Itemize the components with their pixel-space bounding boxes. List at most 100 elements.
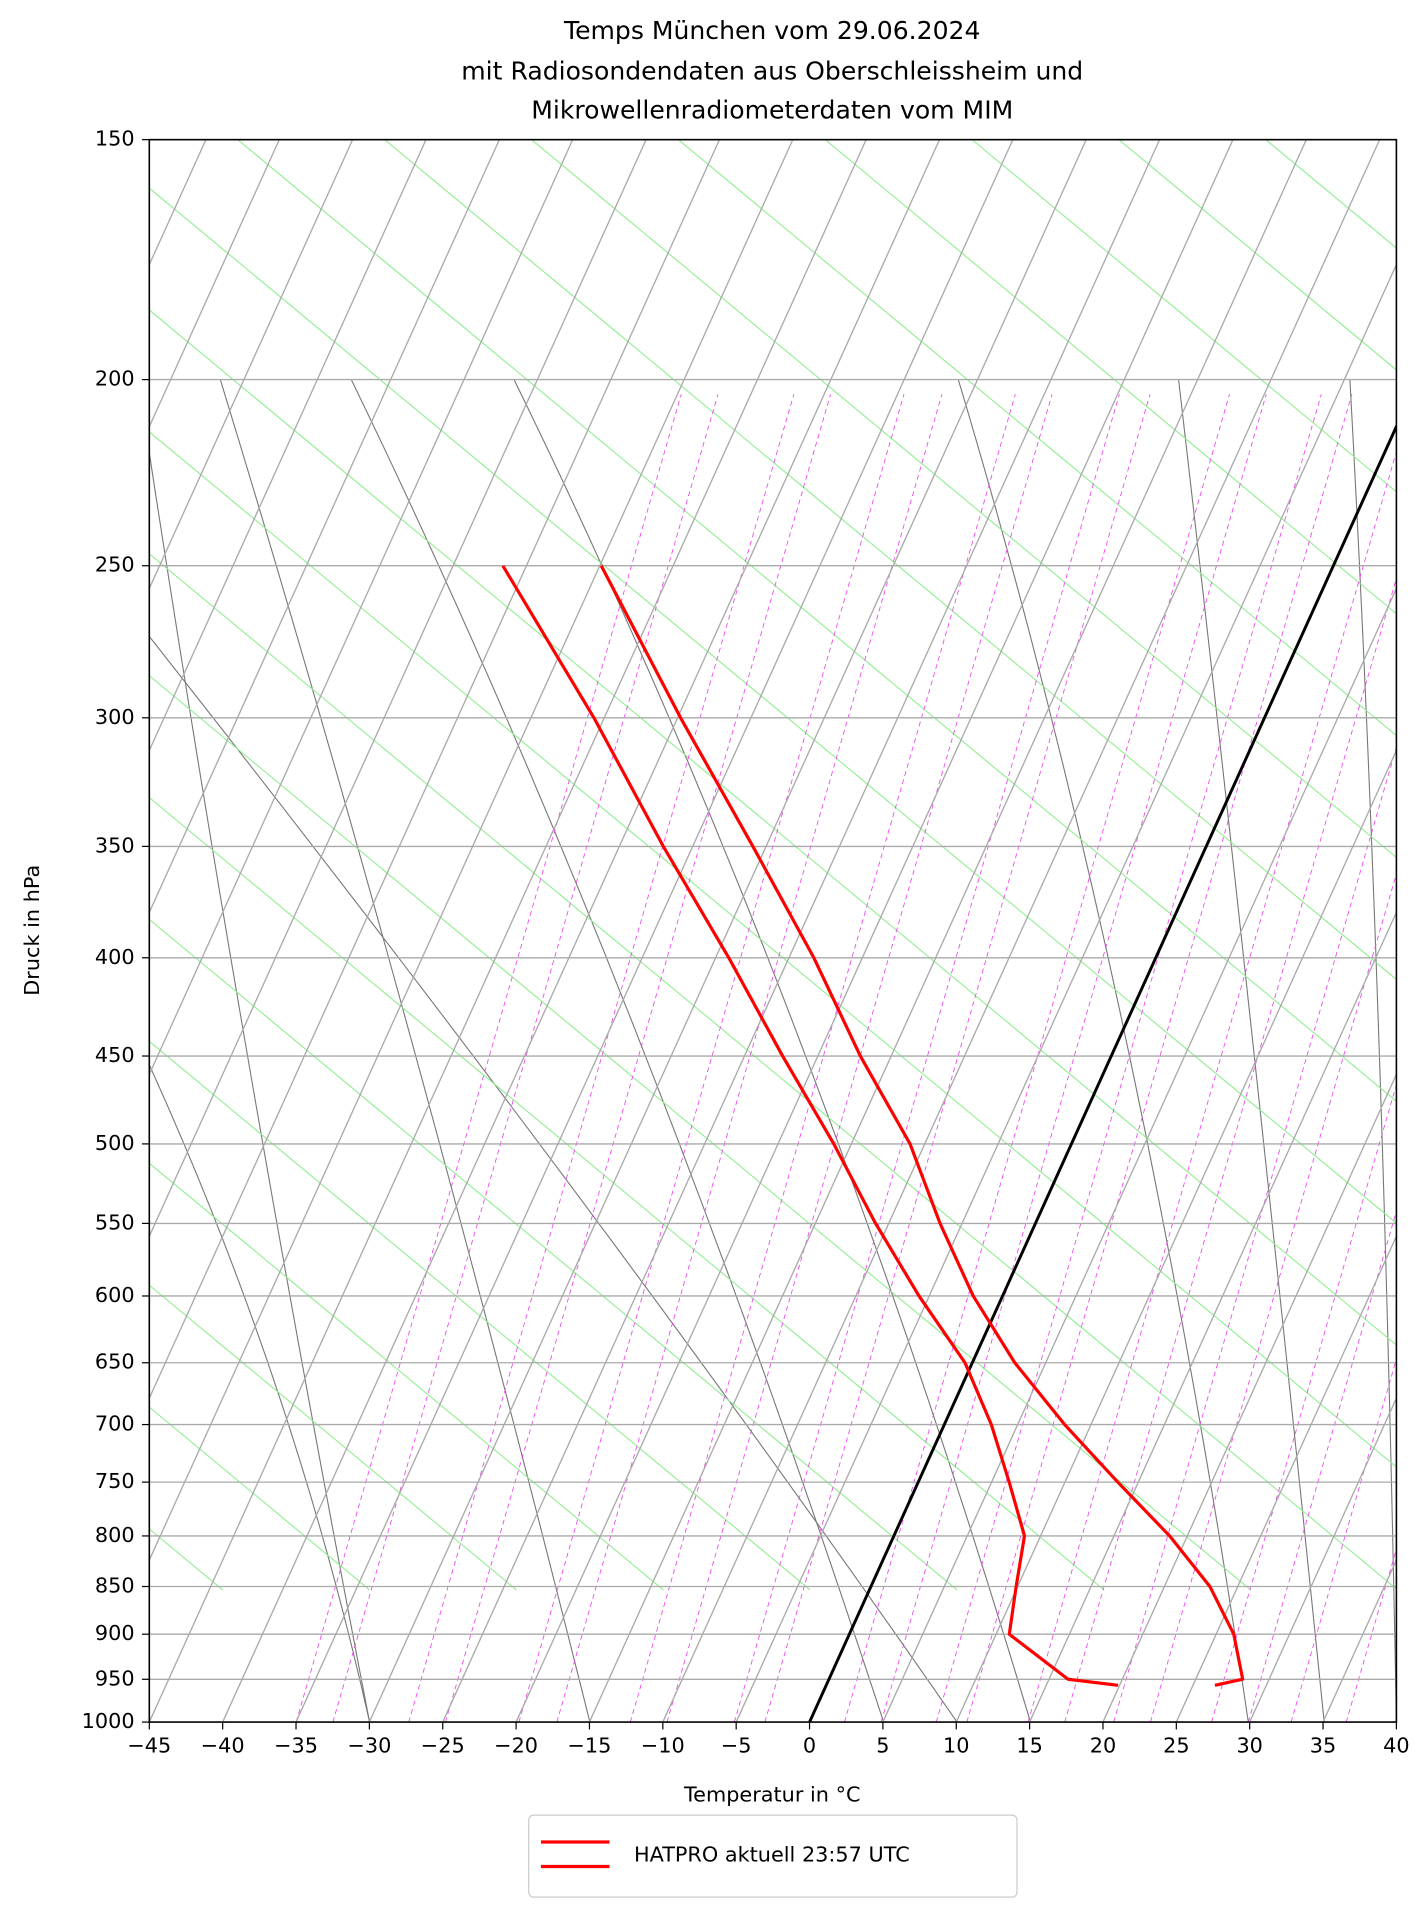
isotherm	[442, 139, 1161, 1723]
moist-adiabat	[149, 187, 1397, 1224]
mixing-ratio-line	[629, 394, 1016, 1723]
legend-label: HATPRO aktuell 23:57 UTC	[634, 1842, 910, 1866]
y-axis-label: Druck in hPa	[20, 865, 44, 996]
chart-title: mit Radiosondendaten aus Oberschleisshei…	[461, 56, 1083, 85]
mixing-ratio-line	[966, 394, 1353, 1723]
y-tick-label: 250	[95, 553, 135, 577]
y-tick-label: 900	[95, 1621, 135, 1645]
moist-adiabat	[149, 918, 958, 1591]
y-tick-label: 150	[95, 127, 135, 151]
y-tick-label: 400	[95, 945, 135, 969]
mixing-ratio-line	[1064, 576, 1397, 1723]
x-tick-label: −15	[568, 1734, 612, 1758]
y-tick-label: 350	[95, 833, 135, 857]
mixing-ratio-line	[880, 394, 1267, 1723]
moist-adiabat	[149, 796, 1105, 1591]
x-tick-label: −30	[347, 1734, 391, 1758]
x-tick-label: −40	[201, 1734, 245, 1758]
mixing-ratio-line	[332, 394, 719, 1723]
isotherm	[1175, 1234, 1397, 1723]
mixing-ratio-line	[556, 394, 943, 1723]
x-tick-label: 0	[803, 1734, 816, 1758]
isotherm	[1249, 1396, 1397, 1723]
isotherm	[149, 139, 574, 1076]
isotherm	[662, 139, 1381, 1723]
y-tick-label: 550	[95, 1210, 135, 1234]
dry-adiabat	[1178, 379, 1325, 1723]
moist-adiabat	[824, 139, 1397, 615]
moist-adiabat	[149, 553, 1397, 1590]
isotherm	[149, 139, 794, 1562]
dry-adiabat	[149, 1064, 371, 1723]
x-axis-label: Temperatur in °C	[683, 1783, 861, 1807]
isotherm	[295, 139, 1014, 1723]
dry-adiabat	[149, 452, 371, 1723]
y-tick-label: 650	[95, 1350, 135, 1374]
mixing-ratio-line	[733, 394, 1120, 1723]
y-tick-label: 200	[95, 367, 135, 391]
mixing-ratio-line	[935, 394, 1322, 1723]
moist-adiabat	[971, 139, 1397, 493]
isotherm	[1102, 1072, 1397, 1723]
moist-adiabat	[677, 139, 1397, 737]
isotherm	[149, 139, 867, 1723]
x-tick-label: 40	[1383, 1734, 1409, 1758]
legend: HATPRO aktuell 23:57 UTC	[528, 1814, 1018, 1898]
y-tick-label: 850	[95, 1574, 135, 1598]
background-lines	[149, 139, 1397, 1723]
isotherm	[149, 139, 280, 429]
dry-adiabat	[1349, 379, 1397, 1723]
mixing-ratio-line	[1027, 450, 1397, 1723]
legend-box	[528, 1814, 1018, 1898]
moist-adiabat	[149, 1040, 811, 1591]
x-tick-label: 20	[1090, 1734, 1116, 1758]
moist-adiabat	[149, 1162, 664, 1591]
y-tick-label: 950	[95, 1666, 135, 1690]
y-tick-label: 300	[95, 705, 135, 729]
isotherm	[955, 748, 1397, 1723]
chart-title: Mikrowellenradiometerdaten vom MIM	[531, 95, 1013, 124]
mixing-ratio-line	[518, 394, 905, 1723]
dry-adiabat	[219, 379, 591, 1723]
isotherm	[1028, 910, 1397, 1723]
mixing-ratio-line	[408, 394, 795, 1723]
x-tick-label: −20	[494, 1734, 538, 1758]
x-tick-label: 15	[1016, 1734, 1042, 1758]
temperature-line	[599, 565, 1245, 1687]
x-tick-label: −35	[274, 1734, 318, 1758]
isotherm	[149, 139, 427, 753]
isotherm	[222, 139, 941, 1723]
dry-adiabat	[350, 379, 885, 1723]
y-tick-label: 450	[95, 1043, 135, 1067]
y-tick-label: 500	[95, 1131, 135, 1155]
plot-frame	[148, 138, 1398, 1723]
x-tick-label: −5	[721, 1734, 752, 1758]
chart-title: Temps München vom 29.06.2024	[563, 16, 980, 45]
isotherm	[149, 139, 500, 915]
mixing-ratio-line	[666, 394, 1053, 1723]
y-tick-label: 700	[95, 1412, 135, 1436]
isotherm	[149, 139, 354, 591]
x-tick-label: 25	[1163, 1734, 1189, 1758]
x-tick-label: −25	[421, 1734, 465, 1758]
x-tick-label: −10	[641, 1734, 685, 1758]
isotherm	[735, 262, 1397, 1723]
x-tick-label: 30	[1236, 1734, 1262, 1758]
isotherm	[149, 139, 647, 1238]
isotherm	[149, 139, 721, 1400]
moist-adiabat	[149, 431, 1397, 1468]
x-tick-label: −45	[127, 1734, 171, 1758]
y-tick-label: 800	[95, 1523, 135, 1547]
moist-adiabat	[1118, 139, 1397, 371]
mixing-ratio-line	[445, 394, 831, 1723]
mixing-ratio-line	[295, 394, 682, 1723]
x-tick-label: 10	[943, 1734, 969, 1758]
y-tick-label: 750	[95, 1469, 135, 1493]
x-tick-label: 35	[1310, 1734, 1336, 1758]
dewpoint-line	[501, 564, 1119, 1687]
isotherm	[588, 139, 1307, 1723]
mixing-ratio-line	[844, 394, 1230, 1723]
isotherm	[368, 139, 1087, 1723]
